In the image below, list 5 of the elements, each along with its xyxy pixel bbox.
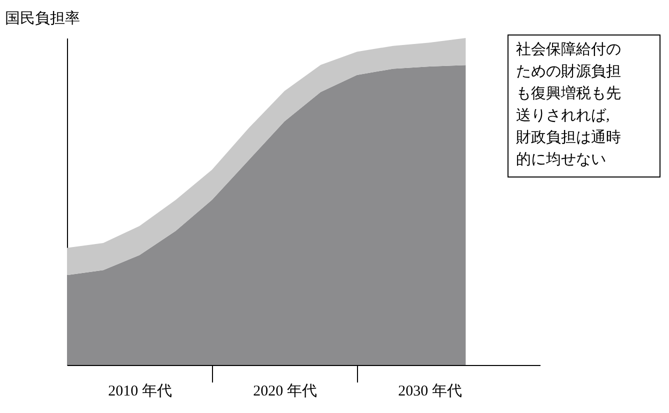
y-axis-title: 国民負担率 [5, 10, 80, 27]
x-tick-label: 2030 年代 [398, 382, 462, 400]
text: 社会保障給付のための財源負担も復興増税も先送りされれば,財政負担は通時的に均せない [516, 41, 621, 168]
x-tick-label: 2010 年代 [108, 382, 172, 400]
x-tick-label: 2020 年代 [253, 382, 317, 400]
